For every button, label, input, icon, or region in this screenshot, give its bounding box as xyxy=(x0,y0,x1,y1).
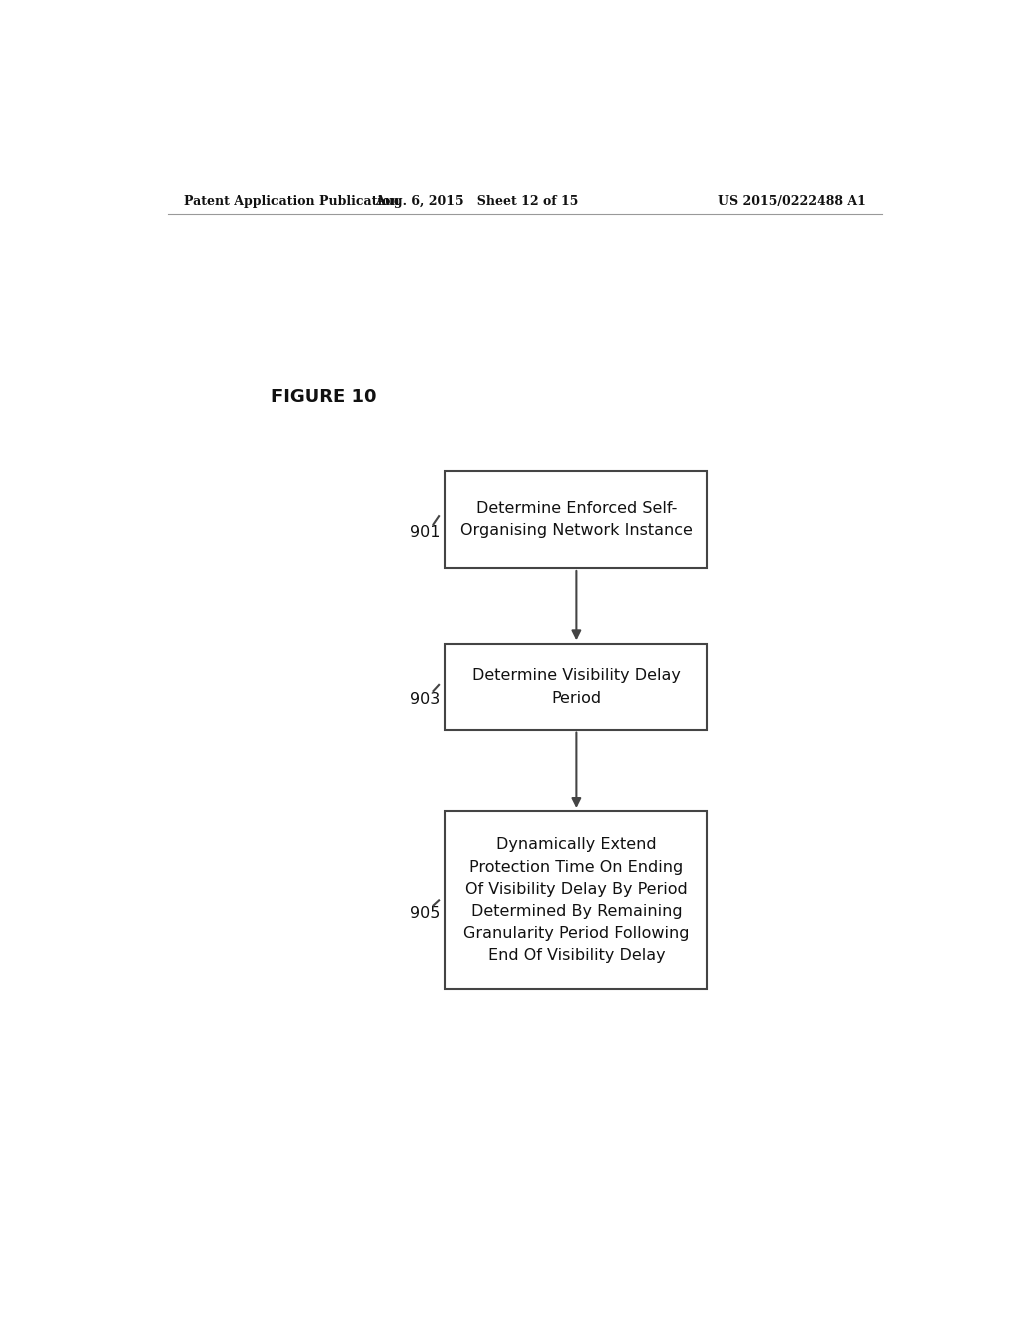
Text: Determine Enforced Self-
Organising Network Instance: Determine Enforced Self- Organising Netw… xyxy=(460,500,693,537)
Text: Dynamically Extend
Protection Time On Ending
Of Visibility Delay By Period
Deter: Dynamically Extend Protection Time On En… xyxy=(463,837,689,964)
Text: 905: 905 xyxy=(410,906,440,921)
Text: US 2015/0222488 A1: US 2015/0222488 A1 xyxy=(718,194,866,207)
Text: Determine Visibility Delay
Period: Determine Visibility Delay Period xyxy=(472,668,681,705)
Text: Aug. 6, 2015   Sheet 12 of 15: Aug. 6, 2015 Sheet 12 of 15 xyxy=(376,194,579,207)
Text: 901: 901 xyxy=(410,525,440,540)
FancyBboxPatch shape xyxy=(445,812,708,989)
Text: Patent Application Publication: Patent Application Publication xyxy=(183,194,399,207)
FancyBboxPatch shape xyxy=(445,471,708,568)
Text: FIGURE 10: FIGURE 10 xyxy=(270,388,377,407)
Text: 903: 903 xyxy=(410,692,440,706)
FancyBboxPatch shape xyxy=(445,644,708,730)
